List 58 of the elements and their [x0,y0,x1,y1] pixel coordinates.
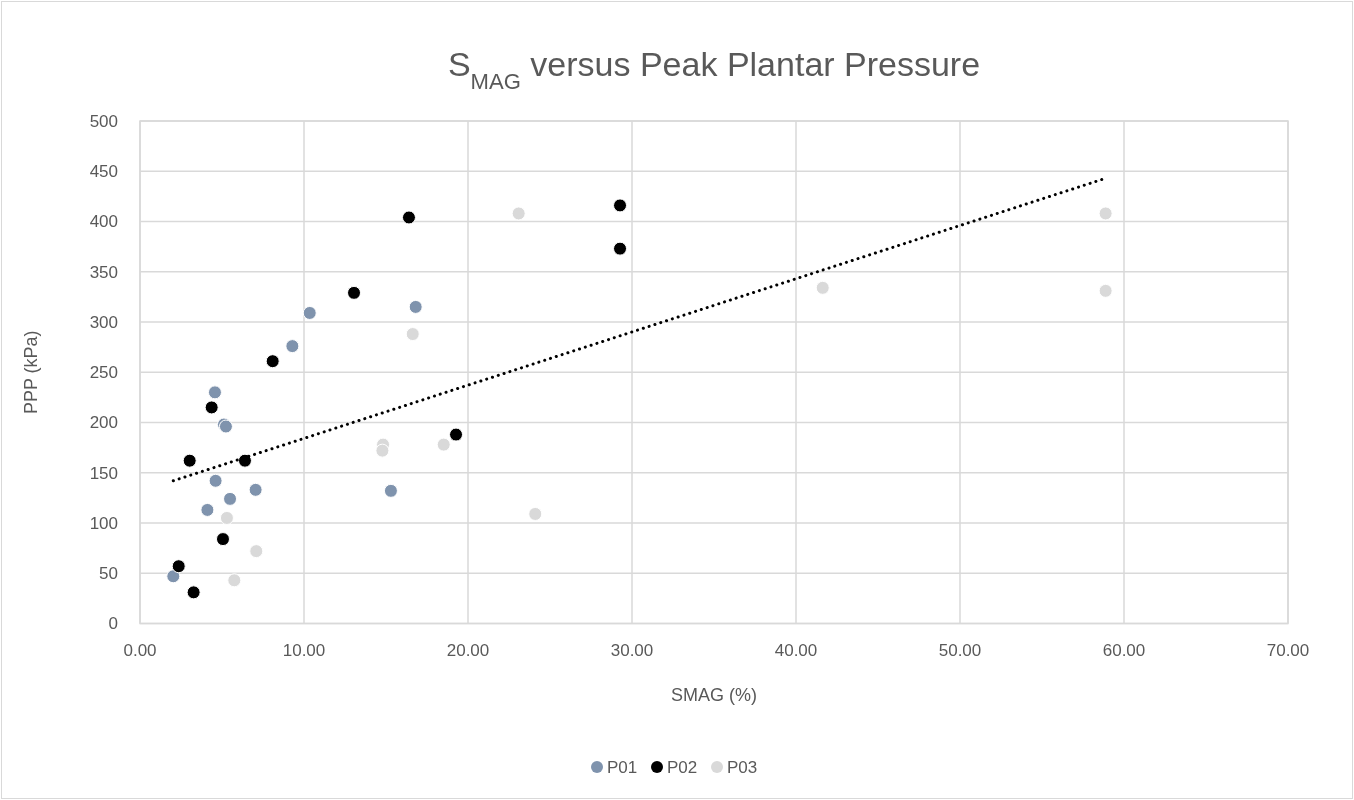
point [215,532,230,547]
x-tick-label: 30.00 [610,640,654,660]
point [613,198,628,213]
x-axis-title: SMAG (%) [670,684,758,705]
point [436,437,451,452]
y-tick-label: 0 [108,614,118,634]
point [1098,283,1113,298]
x-tick-label: 20.00 [446,640,490,660]
point [511,206,526,221]
point [223,491,238,506]
x-tick-label: 40.00 [774,640,818,660]
y-tick-label: 400 [89,212,118,232]
point [383,483,398,498]
point [171,559,186,574]
point [815,280,830,295]
point [613,241,628,256]
point [408,299,423,314]
point [375,443,390,458]
point [219,510,234,525]
y-tick-label: 300 [89,312,118,332]
point [186,585,201,600]
point [208,473,223,488]
point [347,285,362,300]
x-tick-label: 0.00 [123,640,157,660]
y-axis-title: PPP (kPa) [21,330,41,415]
x-tick-label: 60.00 [1102,640,1146,660]
chart-title: S$_{MAG}$ versus Peak Plantar Pressure [447,45,981,94]
point [302,305,317,320]
legend-label: P02 [667,757,698,777]
point [449,427,464,442]
point [265,354,280,369]
point [207,385,222,400]
legend-label: P01 [607,757,638,777]
legend-label: P03 [727,757,758,777]
point [528,506,543,521]
x-tick-label: 50.00 [938,640,982,660]
y-tick-label: 100 [89,513,118,533]
point [248,482,263,497]
y-tick-label: 150 [89,463,118,483]
point [237,453,252,468]
y-tick-label: 350 [89,262,118,282]
y-tick-label: 500 [89,111,118,131]
x-tick-label: 10.00 [282,640,326,660]
y-tick-label: 450 [89,162,118,182]
point [200,502,215,517]
point [285,339,300,354]
point [227,573,242,588]
point [1098,206,1113,221]
y-tick-label: 50 [99,564,118,584]
point [182,453,197,468]
point [401,210,416,225]
point [249,544,264,559]
y-tick-label: 250 [89,363,118,383]
point [204,400,219,415]
point [166,569,181,584]
point [405,327,420,342]
y-tick-label: 200 [89,413,118,433]
x-tick-label: 70.00 [1266,640,1310,660]
